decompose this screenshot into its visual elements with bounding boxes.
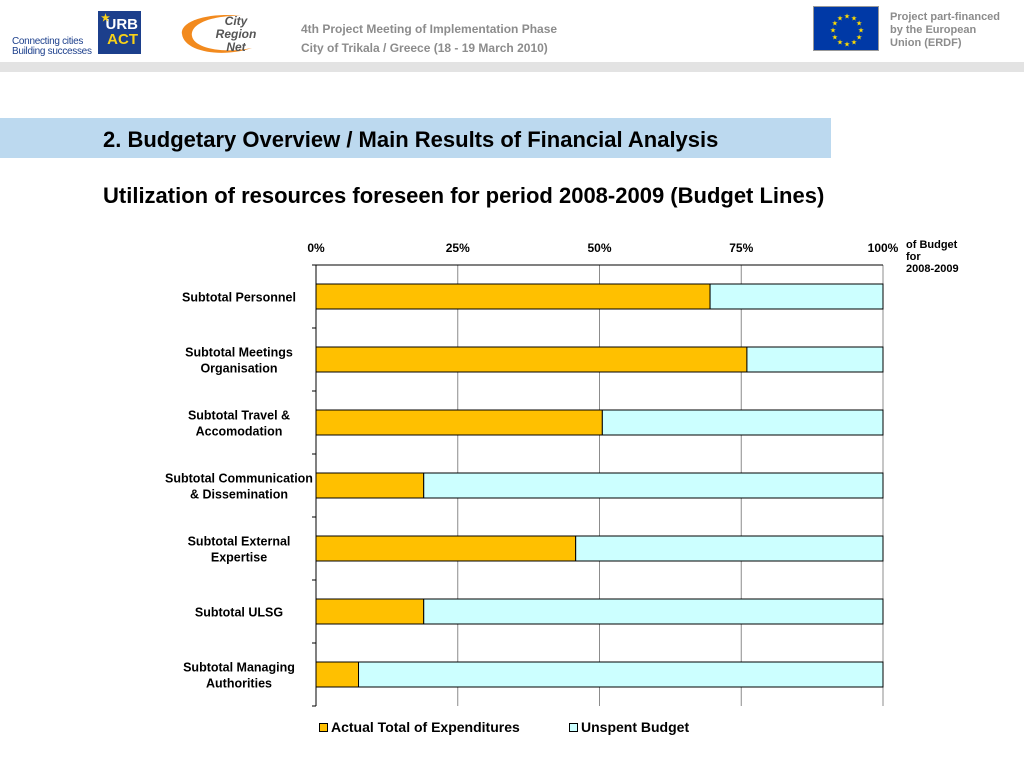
legend-item-actual: Actual Total of Expenditures bbox=[319, 719, 520, 735]
svg-text:★: ★ bbox=[856, 20, 862, 28]
urbact-logo: ★ URB ACT bbox=[98, 11, 141, 54]
urbact-tagline: Connecting cities Building successes bbox=[12, 37, 92, 57]
category-label: Subtotal Communication bbox=[165, 472, 313, 486]
svg-text:★: ★ bbox=[858, 27, 864, 35]
bar-unspent bbox=[423, 598, 884, 625]
svg-text:★: ★ bbox=[844, 13, 850, 21]
bar-actual bbox=[315, 535, 577, 562]
meeting-info: 4th Project Meeting of Implementation Ph… bbox=[301, 20, 557, 58]
svg-text:★: ★ bbox=[832, 20, 838, 28]
category-label: Subtotal ULSG bbox=[195, 606, 283, 620]
x-tick-label: 0% bbox=[307, 241, 325, 255]
eu-flag-icon: ★ ★ ★ ★ ★ ★ ★ ★ ★ ★ ★ ★ bbox=[813, 6, 879, 51]
svg-text:★: ★ bbox=[837, 14, 843, 22]
x-tick-label: 50% bbox=[587, 241, 611, 255]
bar-actual bbox=[315, 346, 748, 373]
category-label: & Dissemination bbox=[190, 488, 288, 502]
svg-text:★: ★ bbox=[851, 14, 857, 22]
eu-note-line2: by the European bbox=[890, 24, 977, 36]
category-label: Expertise bbox=[211, 551, 267, 565]
eu-note-line3: Union (ERDF) bbox=[890, 37, 962, 49]
category-label: Subtotal External bbox=[188, 535, 291, 549]
urbact-logo-line2: ACT bbox=[107, 31, 138, 48]
crn-logo-line1: City bbox=[224, 14, 248, 28]
category-label: Subtotal Personnel bbox=[182, 291, 296, 305]
legend-swatch-actual bbox=[319, 722, 328, 732]
city-region-net-logo: City Region Net bbox=[172, 10, 272, 58]
eu-note-line1: Project part-financed bbox=[890, 11, 1001, 23]
bar-unspent bbox=[358, 661, 884, 688]
chart-note-line2: for bbox=[906, 251, 921, 263]
bar-actual bbox=[315, 283, 711, 310]
bar-unspent bbox=[746, 346, 884, 373]
header-divider bbox=[0, 62, 1024, 72]
category-label: Authorities bbox=[206, 677, 272, 691]
urbact-tagline-line1: Connecting cities bbox=[12, 36, 84, 47]
section-title-band bbox=[0, 118, 831, 158]
x-tick-label: 25% bbox=[446, 241, 470, 255]
bar-unspent bbox=[709, 283, 884, 310]
crn-logo-line2: Region bbox=[215, 27, 257, 41]
chart-title: Utilization of resources foreseen for pe… bbox=[103, 183, 825, 208]
chart-note-line3: 2008-2009 bbox=[906, 263, 959, 275]
bar-actual bbox=[315, 409, 603, 436]
legend-label-actual: Actual Total of Expenditures bbox=[331, 719, 520, 735]
urbact-tagline-line2: Building successes bbox=[12, 46, 92, 57]
category-label: Organisation bbox=[200, 362, 277, 376]
svg-text:★: ★ bbox=[832, 34, 838, 42]
section-title: 2. Budgetary Overview / Main Results of … bbox=[103, 127, 719, 152]
legend-item-unspent: Unspent Budget bbox=[569, 719, 689, 735]
category-label: Accomodation bbox=[196, 425, 283, 439]
bar-unspent bbox=[423, 472, 884, 499]
bar-unspent bbox=[601, 409, 884, 436]
chart-note-line1: of Budget bbox=[906, 239, 958, 251]
x-tick-label: 100% bbox=[868, 241, 899, 255]
category-label: Subtotal Managing bbox=[183, 661, 295, 675]
meeting-line1: 4th Project Meeting of Implementation Ph… bbox=[301, 22, 558, 36]
bar-actual bbox=[315, 472, 425, 499]
star-icon: ★ bbox=[101, 13, 110, 24]
svg-text:★: ★ bbox=[856, 34, 862, 42]
meeting-line2: City of Trikala / Greece (18 - 19 March … bbox=[301, 41, 548, 55]
bar-unspent bbox=[575, 535, 884, 562]
bar-actual bbox=[315, 598, 425, 625]
x-tick-label: 75% bbox=[729, 241, 753, 255]
svg-text:★: ★ bbox=[844, 41, 850, 49]
category-label: Subtotal Meetings bbox=[185, 346, 293, 360]
category-label: Subtotal Travel & bbox=[188, 409, 290, 423]
legend-swatch-unspent bbox=[569, 722, 578, 732]
eu-funding-note: Project part-financed by the European Un… bbox=[890, 11, 1000, 50]
chart-axis-note: of Budget for 2008-2009 bbox=[906, 239, 959, 275]
svg-text:★: ★ bbox=[837, 39, 843, 47]
urbact-logo-line1: URB bbox=[105, 16, 139, 33]
bar-actual bbox=[315, 661, 360, 688]
legend-label-unspent: Unspent Budget bbox=[581, 719, 690, 735]
svg-text:★: ★ bbox=[830, 27, 836, 35]
svg-text:★: ★ bbox=[851, 39, 857, 47]
crn-logo-line3: Net bbox=[226, 40, 246, 54]
header-bar: Connecting cities Building successes ★ U… bbox=[0, 0, 1024, 62]
